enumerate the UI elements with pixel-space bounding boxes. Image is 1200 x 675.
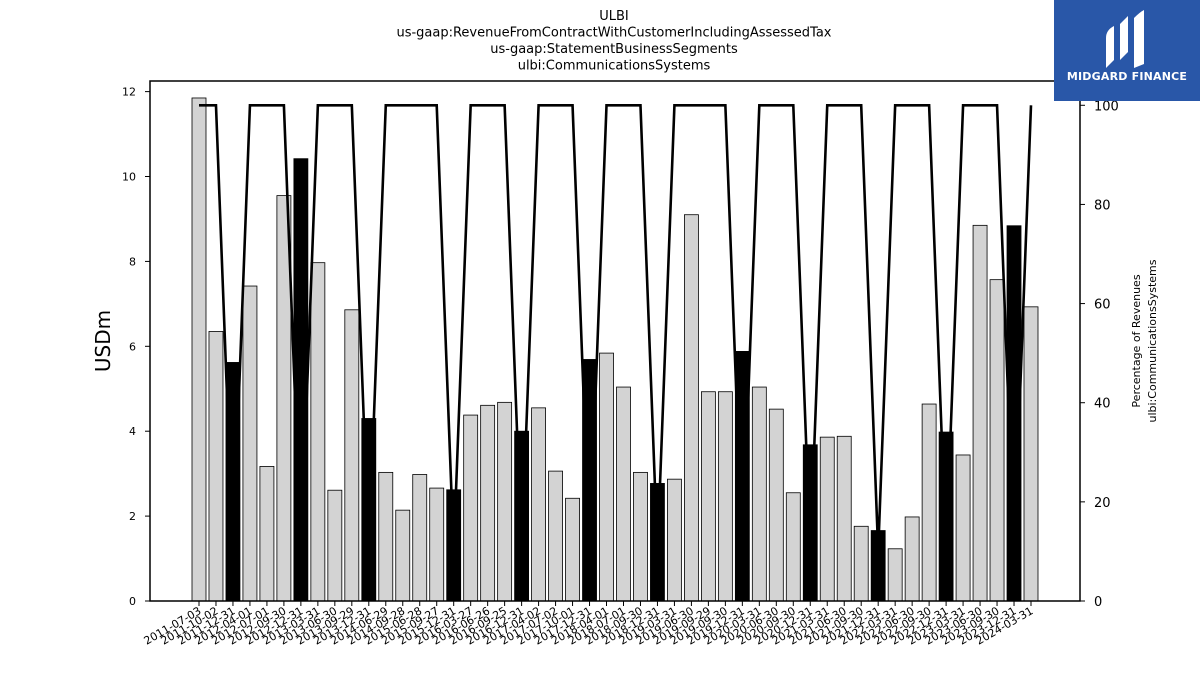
chart-title-line: us-gaap:StatementBusinessSegments [490, 42, 738, 57]
logo-mark-icon [1106, 10, 1144, 68]
bar [344, 309, 360, 602]
chart-title: ULBI us-gaap:RevenueFromContractWithCusto… [396, 9, 831, 74]
y-tick-label: 0 [129, 595, 136, 608]
bar [955, 454, 971, 602]
bar [463, 414, 479, 602]
y-right-tick-label: 80 [1094, 198, 1111, 213]
bar [497, 401, 513, 602]
bar [548, 470, 563, 602]
percentage-line-series [199, 103, 1033, 552]
bar [208, 331, 224, 602]
bar [259, 466, 275, 602]
bar [310, 262, 326, 602]
bar [395, 509, 411, 602]
chart-title-line: ulbi:CommunicationsSystems [518, 59, 711, 74]
bar [972, 224, 988, 602]
bar [378, 471, 394, 602]
y-right-tick-label: 20 [1094, 496, 1111, 511]
bar [938, 431, 954, 602]
bar [327, 489, 343, 602]
bar-series [191, 97, 1039, 602]
y-right-label-line: ulbi:CommunicationsSystems [1146, 259, 1159, 422]
chart-title-line: us-gaap:RevenueFromContractWithCustomerI… [396, 26, 831, 41]
y-axis-label-right: Percentage of Revenues ulbi:Communication… [1130, 259, 1159, 422]
percentage-line [199, 103, 1033, 552]
y-tick-label: 8 [129, 255, 136, 268]
bar [429, 487, 445, 602]
bar [633, 471, 648, 602]
y-right-label-line: Percentage of Revenues [1130, 274, 1143, 407]
y-axis-label-left: USDm [91, 310, 115, 372]
bar [700, 391, 716, 602]
bar [887, 548, 903, 602]
bar [768, 408, 784, 602]
bar [242, 285, 258, 602]
bar [412, 474, 428, 602]
y-right-tick-label: 40 [1094, 397, 1111, 412]
right-y-axis: 0 20 40 60 80 100 [1080, 99, 1119, 610]
logo-text: MIDGARD FINANCE [1066, 70, 1188, 83]
bar [717, 391, 733, 602]
bar [565, 497, 580, 602]
y-right-tick-label: 0 [1094, 595, 1102, 610]
y-right-tick-label: 60 [1094, 298, 1111, 313]
x-axis: 2011-07-032011-10-022011-12-312012-04-01… [142, 601, 1036, 648]
plot-frame [149, 80, 1081, 602]
bar [785, 492, 801, 602]
bar [531, 407, 546, 602]
bar [921, 403, 937, 602]
midgard-finance-logo: MIDGARD FINANCE [1054, 0, 1200, 101]
y-right-tick-label: 100 [1094, 99, 1119, 114]
bar [836, 435, 852, 602]
bar [191, 97, 207, 602]
bar [684, 214, 699, 602]
y-tick-label: 2 [129, 510, 136, 523]
chart-title-line: ULBI [599, 9, 629, 24]
bar [1023, 306, 1039, 602]
y-tick-label: 4 [129, 425, 136, 438]
bar [616, 386, 631, 602]
bar [480, 404, 496, 602]
bar [667, 478, 682, 602]
bar [751, 386, 767, 602]
y-tick-label: 6 [129, 340, 136, 353]
left-y-axis: 0 2 4 6 8 10 12 [122, 86, 150, 608]
y-tick-label: 10 [122, 171, 136, 184]
bar [599, 352, 614, 602]
bar [989, 279, 1005, 602]
bar [853, 525, 869, 602]
y-tick-label: 12 [122, 86, 136, 99]
bar [904, 516, 920, 602]
bar [819, 436, 835, 602]
